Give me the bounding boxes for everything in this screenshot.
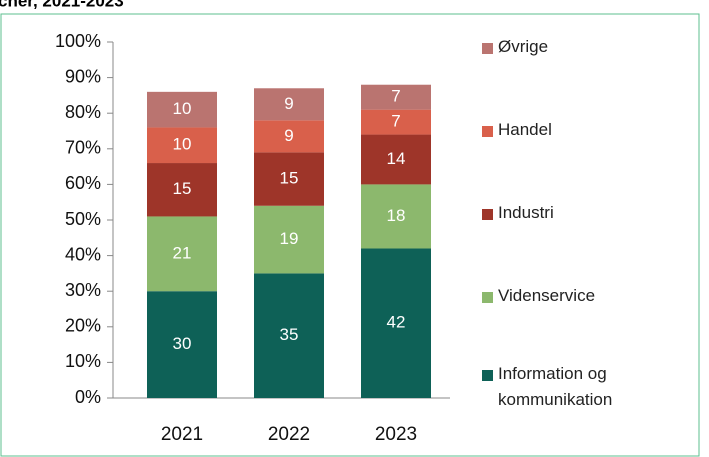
y-tick-label: 60% (65, 173, 101, 193)
bar-segment (147, 127, 217, 164)
bar-segment (254, 88, 324, 121)
data-label: 15 (280, 169, 299, 188)
data-label: 9 (284, 94, 293, 113)
data-label: 10 (173, 135, 192, 154)
y-tick-label: 80% (65, 102, 101, 122)
x-tick-label: 2021 (161, 424, 203, 445)
bar-segment (147, 291, 217, 398)
legend-label: Øvrige (498, 37, 549, 56)
data-label: 14 (387, 149, 406, 168)
bar-segment (361, 134, 431, 185)
data-label: 10 (173, 99, 192, 118)
bar-segment (361, 109, 431, 135)
x-tick-label: 2023 (375, 424, 417, 445)
bar-segment (361, 84, 431, 110)
bar-segment (147, 91, 217, 128)
legend-item: Handel (482, 120, 648, 143)
legend-swatch (482, 126, 493, 137)
bar-segment (361, 184, 431, 249)
data-label: 21 (173, 243, 192, 262)
data-label: 15 (173, 179, 192, 198)
y-tick-label: 20% (65, 316, 101, 336)
bar-segment (254, 152, 324, 206)
legend-label: Handel (498, 120, 552, 139)
y-tick-label: 0% (75, 387, 101, 407)
y-tick-label: 100% (55, 31, 101, 51)
legend-item: Information og kommunikation (482, 364, 648, 413)
legend-item: Videnservice (482, 286, 648, 309)
data-label: 19 (280, 229, 299, 248)
legend-swatch (482, 370, 493, 381)
legend-swatch (482, 43, 493, 54)
data-label: 7 (391, 87, 400, 106)
data-label: 42 (387, 313, 406, 332)
data-label: 18 (387, 206, 406, 225)
data-label: 30 (173, 334, 192, 353)
frame (0, 13, 700, 457)
y-tick-label: 90% (65, 66, 101, 86)
bar-segment (147, 163, 217, 217)
legend-label: Information og kommunikation (498, 364, 613, 409)
y-tick-label: 50% (65, 209, 101, 229)
legend-item: Industri (482, 203, 648, 226)
legend-swatch (482, 209, 493, 220)
x-tick-label: 2022 (268, 424, 310, 445)
bar-segment (254, 120, 324, 153)
bar-segment (361, 248, 431, 398)
legend-swatch (482, 292, 493, 303)
data-label: 35 (280, 325, 299, 344)
data-label: 9 (284, 126, 293, 145)
bar-segment (147, 216, 217, 292)
legend-label: Industri (498, 203, 554, 222)
y-tick-label: 30% (65, 280, 101, 300)
data-label: 7 (391, 112, 400, 131)
bar-segment (254, 273, 324, 398)
legend-item: Øvrige (482, 37, 648, 60)
legend-label: Videnservice (498, 286, 596, 305)
y-tick-label: 40% (65, 244, 101, 264)
y-tick-label: 70% (65, 138, 101, 158)
bar-segment (254, 205, 324, 274)
y-tick-label: 10% (65, 351, 101, 371)
chart-title: cher, 2021-2023 (0, 0, 124, 10)
